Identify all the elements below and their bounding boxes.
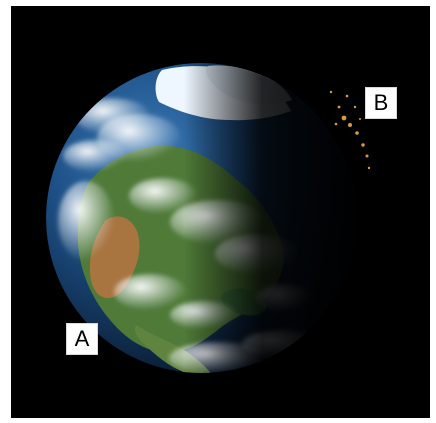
earth-globe xyxy=(46,63,356,373)
label-a: A xyxy=(66,323,98,355)
earth-illustration xyxy=(11,6,430,418)
city-lights xyxy=(329,90,371,170)
night-terminator xyxy=(46,63,356,373)
label-b: B xyxy=(365,87,397,119)
earth-photo xyxy=(11,6,430,418)
